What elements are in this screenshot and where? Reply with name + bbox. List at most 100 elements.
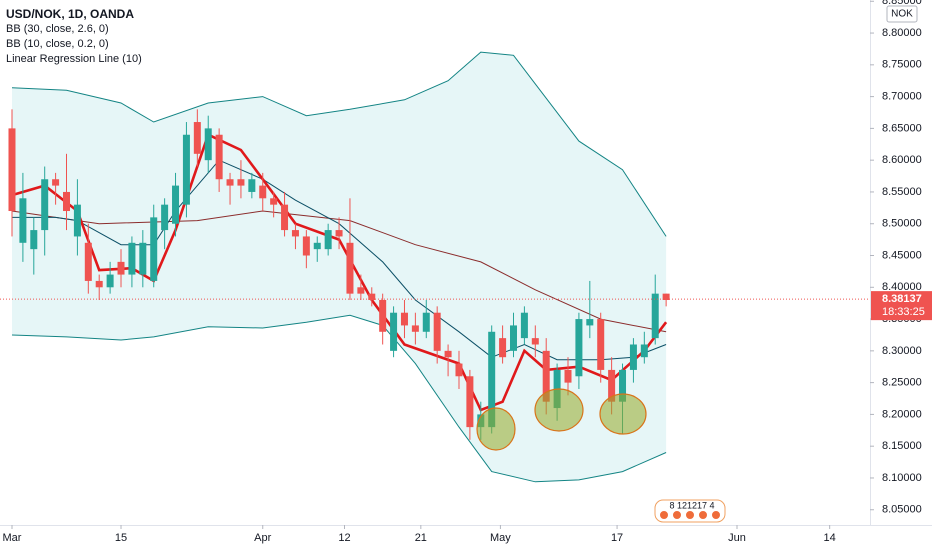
x-tick-label: 21 (415, 532, 427, 544)
candle-body (41, 179, 49, 231)
candle-body (182, 134, 190, 205)
x-tick-label: 14 (824, 532, 836, 544)
y-tick-label: 8.65000 (882, 122, 922, 134)
candle-body (193, 122, 201, 154)
y-tick-label: 8.25000 (882, 377, 922, 389)
indicator-line (11, 51, 667, 237)
candle-body (270, 198, 278, 205)
candle-body (619, 369, 627, 402)
candle-body (411, 325, 419, 332)
candle-body (357, 287, 365, 294)
chart-title: USD/NOK, 1D, OANDA (6, 7, 134, 21)
currency-label: NOK (891, 9, 913, 20)
candle-body (63, 191, 71, 212)
last-price-label: 8.38137 (882, 293, 922, 305)
candle-body (499, 338, 507, 358)
event-icon (672, 510, 682, 520)
y-tick-label: 8.80000 (882, 27, 922, 39)
event-count: 12 (687, 500, 697, 510)
candle-body (19, 198, 27, 243)
candle-body (422, 312, 430, 332)
candle-body (379, 300, 387, 332)
y-tick-label: 8.70000 (882, 91, 922, 103)
event-count: 17 (697, 500, 707, 510)
event-count: 8 (669, 500, 674, 510)
candle-body (564, 369, 572, 383)
y-tick-label: 8.55000 (882, 186, 922, 198)
candle-body (73, 204, 81, 237)
x-tick-label: 12 (338, 532, 350, 544)
y-tick-label: 8.20000 (882, 408, 922, 420)
x-tick-label: May (490, 532, 511, 544)
event-icon (659, 510, 669, 520)
candle-body (324, 230, 332, 250)
candle-body (608, 369, 616, 402)
currency-badge[interactable] (886, 5, 918, 23)
y-tick-label: 8.85000 (882, 0, 922, 7)
candle-body (586, 319, 594, 326)
candle-body (509, 325, 517, 351)
event-count: 12 (677, 500, 687, 510)
y-tick-label: 8.50000 (882, 218, 922, 230)
candle-body (30, 230, 38, 250)
candle-body (597, 319, 605, 370)
candle-body (172, 185, 180, 224)
candle-body (640, 344, 648, 358)
event-count: 4 (709, 500, 714, 510)
y-tick-label: 8.40000 (882, 281, 922, 293)
event-icon (698, 510, 708, 520)
candle-body (84, 242, 92, 281)
y-tick-label: 8.75000 (882, 59, 922, 71)
candle-body (346, 242, 354, 294)
candle-body (466, 376, 474, 428)
indicator-line (11, 210, 667, 333)
candle-body (531, 338, 539, 345)
candle-body (291, 230, 299, 237)
y-tick-label: 8.15000 (882, 440, 922, 452)
highlight-ellipse (534, 388, 584, 432)
countdown-label: 18:33:25 (882, 306, 925, 318)
candle-body (215, 134, 223, 180)
candle-body (204, 128, 212, 161)
candle-body (139, 242, 147, 275)
event-icon (711, 510, 721, 520)
y-tick-label: 8.45000 (882, 249, 922, 261)
candle-body (161, 204, 169, 231)
candle-body (520, 312, 528, 339)
y-tick-label: 8.60000 (882, 154, 922, 166)
candle-body (542, 350, 550, 402)
candle-body (629, 344, 637, 370)
candle-body (117, 261, 125, 275)
candle-body (259, 185, 267, 199)
candle-body (226, 179, 234, 186)
highlight-ellipse (599, 393, 647, 435)
candle-body (335, 230, 343, 237)
candle-body (8, 128, 16, 212)
events-badge: 8 12 12 17 4 (654, 499, 726, 523)
y-tick-label: 8.30000 (882, 345, 922, 357)
y-tick-label: 8.10000 (882, 472, 922, 484)
candle-body (444, 350, 452, 358)
highlight-ellipse (476, 407, 516, 451)
candle-body (150, 217, 158, 281)
candle-body (248, 179, 256, 192)
candle-body (368, 293, 376, 300)
x-tick-label: Jun (728, 532, 746, 544)
indicator-line (11, 314, 667, 483)
candle-body (662, 293, 670, 300)
candle-body (302, 236, 310, 256)
candle-body (237, 179, 245, 186)
candle-body (95, 280, 103, 288)
candle-body (433, 312, 441, 351)
x-tick-label: 17 (611, 532, 623, 544)
x-tick-label: Apr (254, 532, 271, 544)
candle-body (488, 331, 496, 428)
band-fill (11, 52, 667, 482)
last-price-box (871, 291, 932, 321)
candle-body (128, 242, 136, 275)
candle-body (400, 312, 408, 326)
candle-body (575, 319, 583, 377)
candle-body (52, 179, 60, 186)
candle-body (106, 274, 114, 288)
